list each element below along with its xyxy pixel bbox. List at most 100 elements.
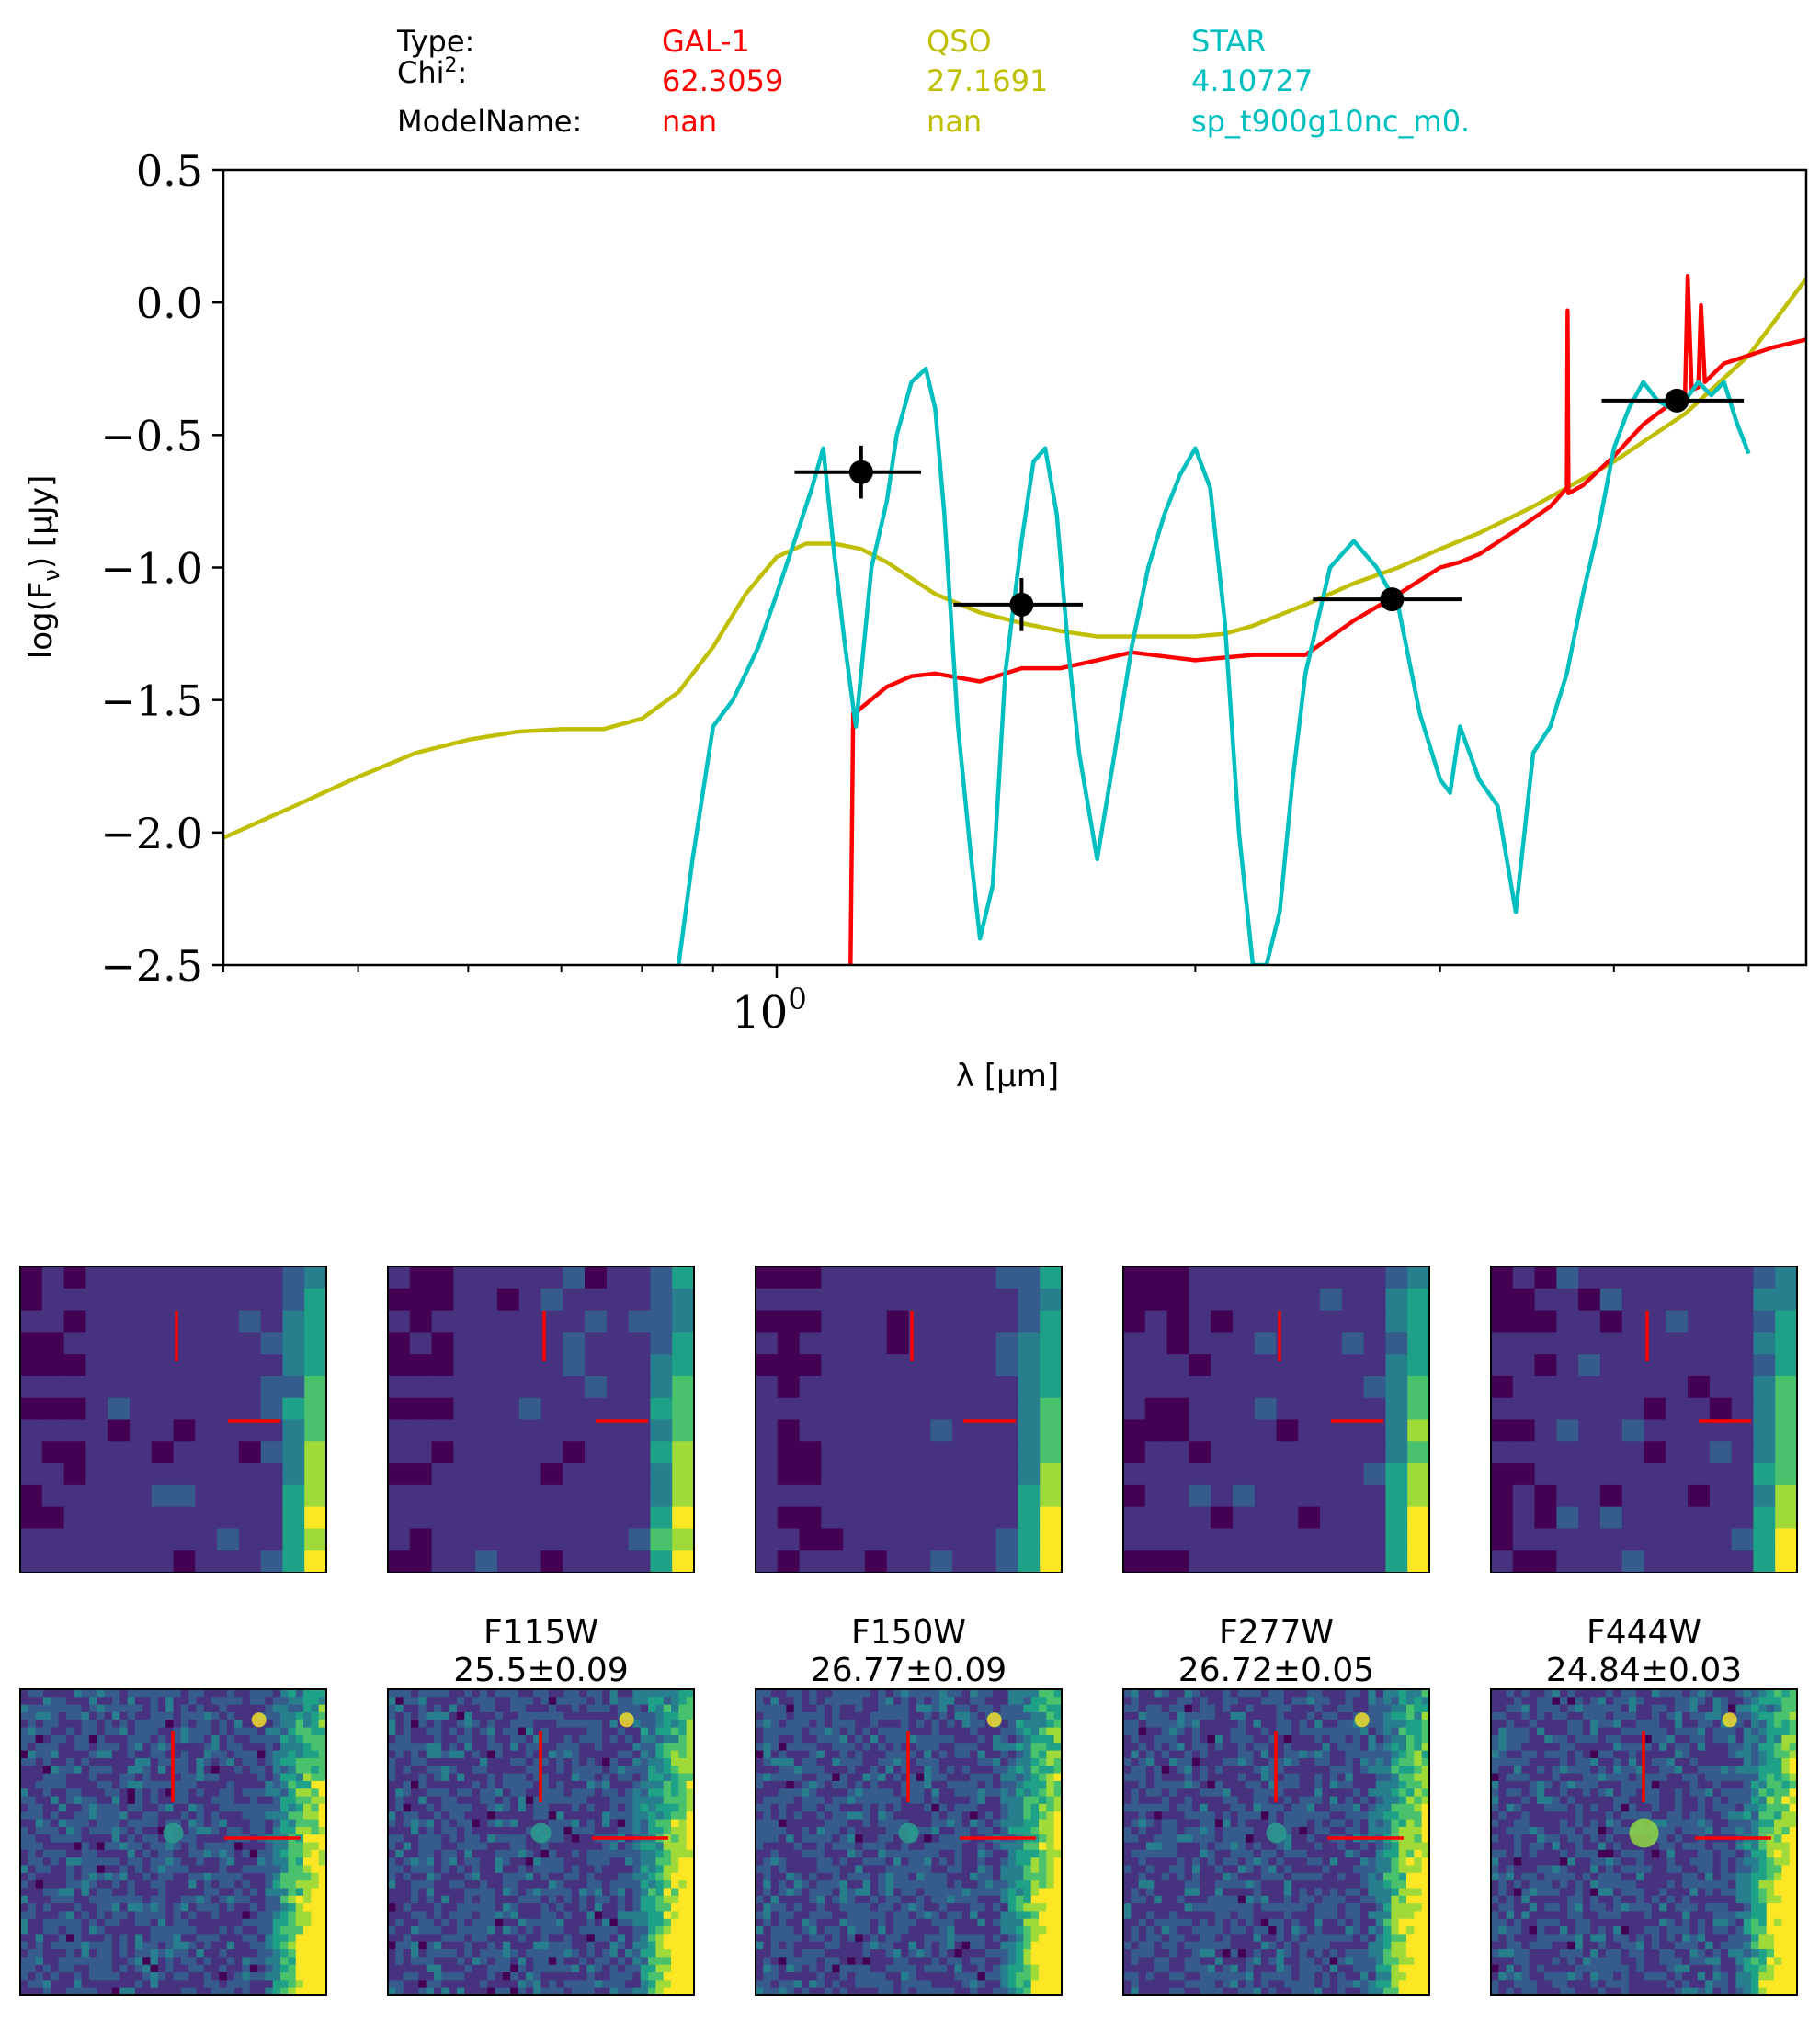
- cutout-pixel: [954, 1689, 963, 1698]
- cutout-pixel: [1731, 1354, 1755, 1377]
- cutout-pixel: [157, 1934, 166, 1943]
- cutout-pixel: [318, 1941, 327, 1950]
- cutout-pixel: [518, 1734, 527, 1743]
- cutout-pixel: [88, 1757, 97, 1766]
- cutout-pixel: [41, 1310, 65, 1333]
- cutout-pixel: [431, 1332, 454, 1355]
- cutout-pixel: [180, 1849, 189, 1858]
- cutout-pixel: [219, 1849, 228, 1858]
- cutout-pixel: [1189, 1310, 1211, 1333]
- cutout-pixel: [65, 1918, 74, 1927]
- cutout-pixel: [111, 1987, 120, 1996]
- cutout-pixel: [571, 1834, 580, 1844]
- cutout-pixel: [58, 1918, 67, 1927]
- cutout-pixel: [893, 1757, 902, 1766]
- cutout-pixel: [85, 1419, 108, 1442]
- cutout-pixel: [111, 1743, 120, 1752]
- cutout-pixel: [265, 1826, 274, 1835]
- cutout-pixel: [548, 1689, 557, 1698]
- cutout-pixel: [260, 1266, 284, 1289]
- cutout-pixel: [272, 1895, 281, 1904]
- cutout-pixel: [58, 1773, 67, 1782]
- cutout-pixel: [540, 1419, 563, 1442]
- cutout-pixel: [142, 1720, 152, 1729]
- cutout-pixel: [885, 1743, 894, 1752]
- cutout-pixel: [495, 1941, 504, 1950]
- cutout-pixel: [303, 1888, 312, 1897]
- cutout-pixel: [303, 1704, 312, 1713]
- cutout-pixel: [1599, 1550, 1623, 1573]
- cutout-pixel: [678, 1903, 688, 1913]
- cutout-pixel: [502, 1773, 511, 1782]
- cutout-pixel: [1341, 1484, 1365, 1508]
- cutout-pixel: [108, 1354, 131, 1377]
- cutout-pixel: [441, 1720, 450, 1729]
- cutout-pixel: [821, 1441, 844, 1464]
- cutout-pixel: [1385, 1528, 1408, 1551]
- cutout-pixel: [195, 1441, 218, 1464]
- cutout-pixel: [648, 1888, 656, 1897]
- cutout-pixel: [793, 1704, 802, 1713]
- cutout-pixel: [410, 1865, 419, 1874]
- cutout-pixel: [188, 1826, 198, 1835]
- cutout-pixel: [777, 1484, 801, 1508]
- cutout-pixel: [862, 1757, 871, 1766]
- cutout-pixel: [1007, 1689, 1017, 1698]
- cutout-pixel: [931, 1743, 940, 1752]
- cutout-pixel: [303, 1796, 312, 1805]
- cutout-pixel: [579, 1750, 588, 1759]
- cutout-pixel: [977, 1773, 986, 1782]
- cutout-pixel: [556, 1757, 565, 1766]
- cutout-pixel: [1189, 1550, 1211, 1573]
- cutout-pixel: [609, 1811, 619, 1821]
- cutout-pixel: [188, 1788, 198, 1798]
- cutout-pixel: [388, 1720, 396, 1729]
- cutout-pixel: [1534, 1550, 1557, 1573]
- cutout-pixel: [282, 1550, 305, 1573]
- cutout-pixel: [1123, 1288, 1146, 1312]
- cutout-pixel: [418, 1750, 427, 1759]
- cutout-pixel: [234, 1849, 244, 1858]
- cutout-pixel: [1491, 1375, 1514, 1399]
- cutout-pixel: [809, 1803, 818, 1812]
- cutout-pixel: [242, 1819, 251, 1828]
- cutout-pixel: [211, 1757, 221, 1766]
- cutout-pixel: [916, 1750, 925, 1759]
- y-tick-label: 0.5: [136, 146, 203, 196]
- cutout-pixel: [1407, 1332, 1430, 1355]
- cutout-pixel: [203, 1819, 212, 1828]
- cutout-pixel: [579, 1865, 588, 1874]
- cutout-pixel: [311, 1903, 320, 1913]
- cutout-pixel: [203, 1834, 212, 1844]
- cutout-pixel: [242, 1964, 251, 1973]
- cutout-pixel: [456, 1941, 465, 1950]
- cutout-pixel: [839, 1734, 848, 1743]
- cutout-pixel: [388, 1780, 396, 1789]
- cutout-pixel: [173, 1720, 182, 1729]
- cutout-pixel: [418, 1704, 427, 1713]
- cutout-pixel: [58, 1903, 67, 1913]
- cutout-pixel: [640, 1880, 649, 1890]
- cutout-pixel: [479, 1803, 488, 1812]
- cutout-pixel: [993, 1689, 1001, 1698]
- cutout-pixel: [843, 1354, 866, 1377]
- cutout-pixel: [475, 1463, 498, 1486]
- cutout-pixel: [916, 1734, 925, 1743]
- cutout-pixel: [801, 1750, 810, 1759]
- cutout-pixel: [238, 1266, 262, 1289]
- cutout-pixel: [395, 1704, 404, 1713]
- cutout-pixel: [81, 1796, 90, 1805]
- cutout-pixel: [217, 1354, 240, 1377]
- cutout-pixel: [257, 1918, 266, 1927]
- cutout-pixel: [628, 1419, 652, 1442]
- cutout-pixel: [1407, 1484, 1430, 1508]
- cutout-pixel: [1298, 1463, 1321, 1486]
- cutout-pixel: [663, 1796, 672, 1805]
- cutout-pixel: [1040, 1484, 1063, 1508]
- cutout-pixel: [288, 1849, 297, 1858]
- cutout-pixel: [127, 1788, 136, 1798]
- cutout-pixel: [510, 1720, 519, 1729]
- cutout-pixel: [579, 1987, 588, 1996]
- cutout-pixel: [1007, 1773, 1017, 1782]
- cutout-pixel: [150, 1834, 159, 1844]
